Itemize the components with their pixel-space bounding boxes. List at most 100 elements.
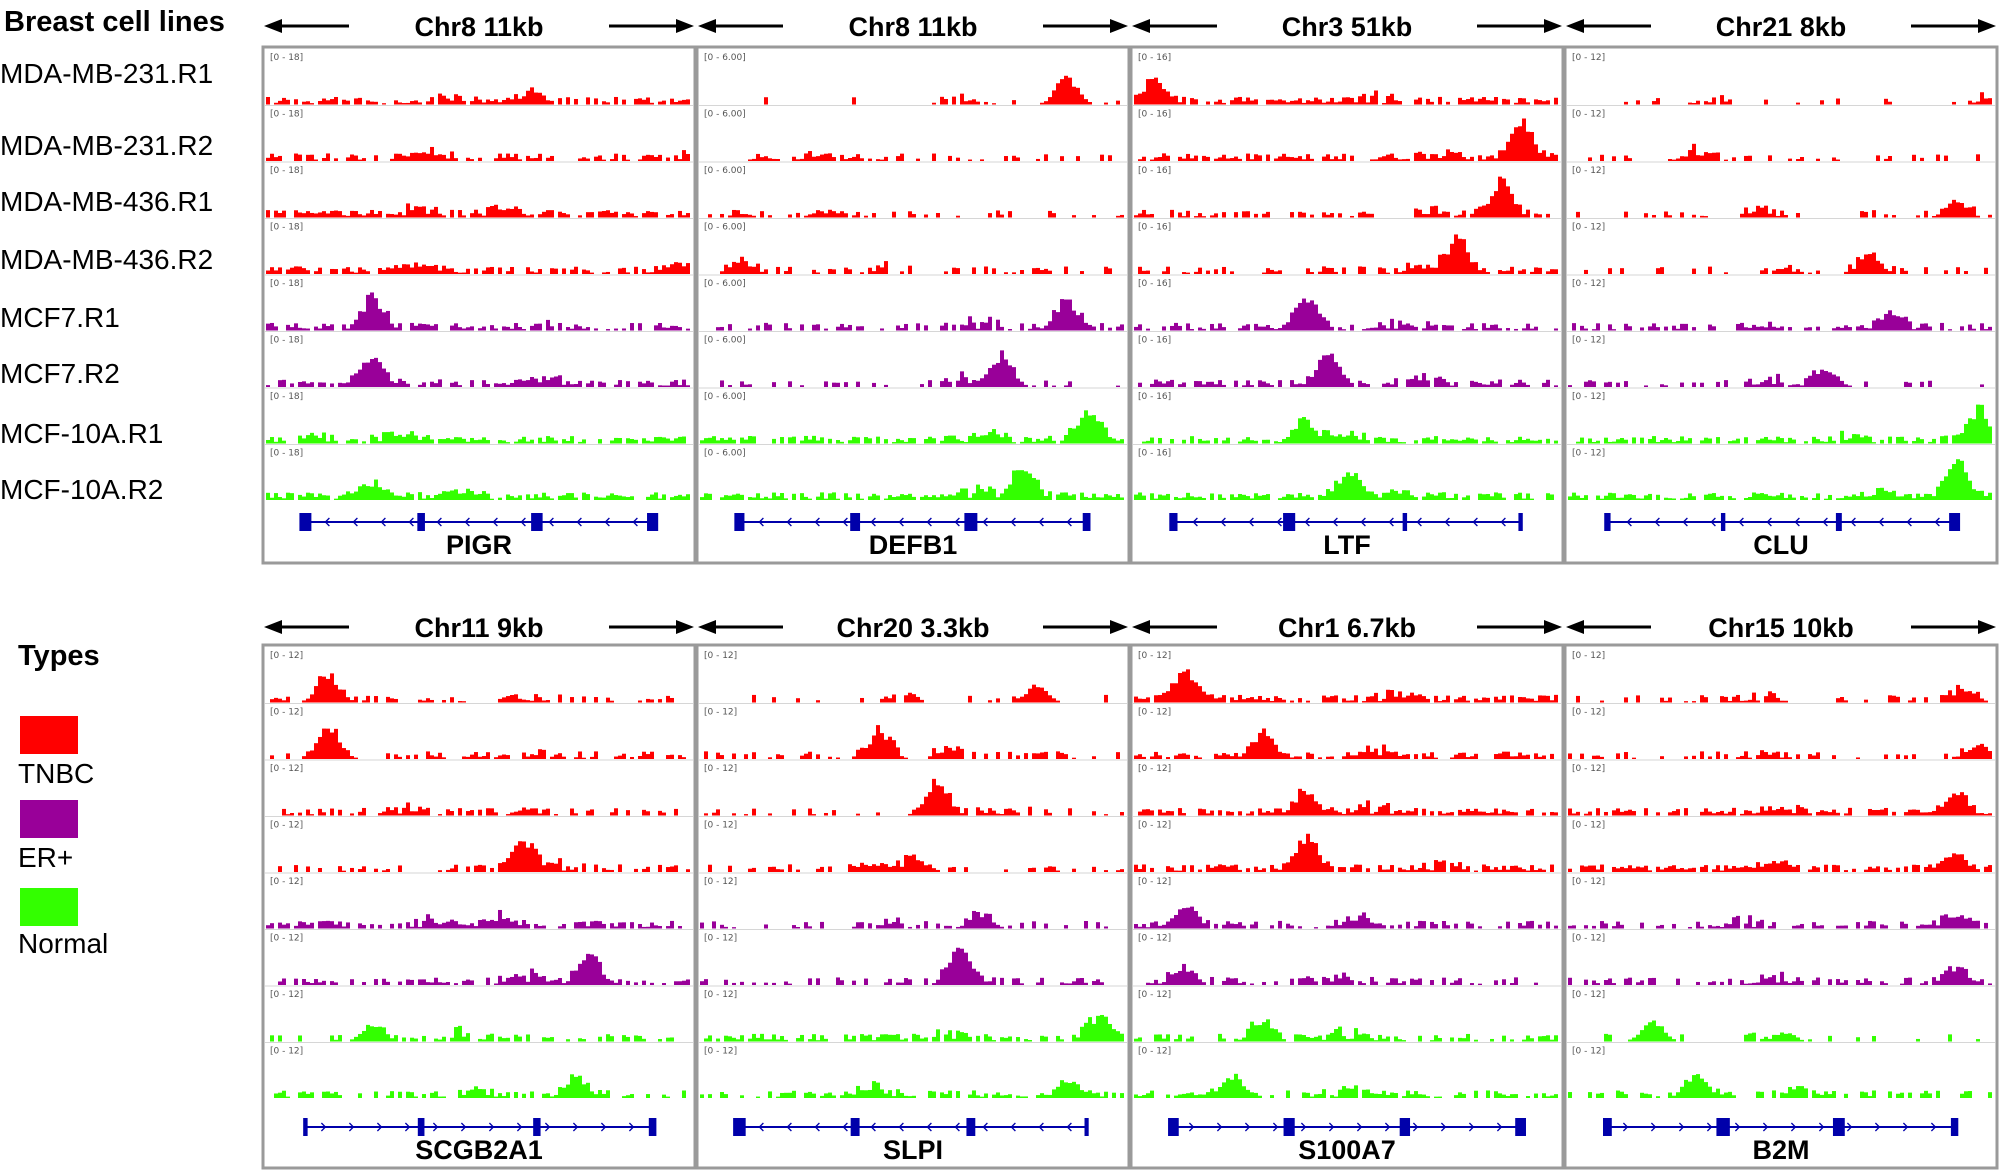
signal-bar <box>590 921 594 929</box>
signal-bar <box>354 211 358 218</box>
signal-bar <box>1158 809 1162 816</box>
signal-bar <box>430 439 434 444</box>
signal-bar <box>1446 101 1450 105</box>
signal-bar <box>1146 79 1150 105</box>
signal-bar <box>1518 379 1522 387</box>
signal-bar <box>1740 213 1744 218</box>
signal-bar <box>736 210 740 218</box>
signal-bar <box>358 811 362 816</box>
gene-label: CLU <box>1753 530 1809 560</box>
signal-bar <box>594 328 598 331</box>
signal-bar <box>374 696 378 703</box>
signal-bar <box>1060 492 1064 500</box>
signal-bar <box>1310 214 1314 218</box>
signal-bar <box>1756 384 1760 387</box>
signal-bar <box>1760 750 1764 759</box>
signal-bar <box>1266 211 1270 218</box>
signal-bar <box>1644 385 1648 387</box>
signal-bar <box>1880 263 1884 274</box>
signal-bar <box>502 918 506 929</box>
signal-bar <box>346 215 350 218</box>
signal-bar <box>1230 1079 1234 1098</box>
signal-bar <box>1466 1033 1470 1042</box>
signal-bar <box>450 382 454 387</box>
signal-bar <box>386 696 390 703</box>
signal-bar <box>546 496 550 500</box>
signal-bar <box>992 1094 996 1098</box>
signal-bar <box>888 866 892 872</box>
signal-bar <box>1716 437 1720 444</box>
signal-bar <box>302 328 306 331</box>
signal-bar <box>502 440 506 444</box>
signal-bar <box>674 808 678 816</box>
signal-bar <box>378 362 382 387</box>
signal-bar <box>1668 498 1672 500</box>
signal-bar <box>972 379 976 387</box>
signal-bar <box>1242 981 1246 985</box>
signal-bar <box>1016 755 1020 759</box>
signal-bar <box>470 1089 474 1098</box>
signal-bar <box>1398 755 1402 759</box>
signal-bar <box>522 328 526 331</box>
signal-bar <box>622 1096 626 1098</box>
signal-bar <box>880 698 884 703</box>
signal-bar <box>1482 97 1486 105</box>
signal-bar <box>450 100 454 105</box>
signal-bar <box>1912 498 1916 500</box>
signal-bar <box>1704 494 1708 500</box>
signal-bar <box>1848 438 1852 444</box>
signal-bar <box>1728 811 1732 816</box>
signal-bar <box>1202 691 1206 703</box>
signal-bar <box>1330 97 1334 105</box>
signal-bar <box>1522 328 1526 331</box>
signal-bar <box>1214 438 1218 444</box>
signal-bar <box>1462 1093 1466 1098</box>
signal-bar <box>876 495 880 500</box>
signal-bar <box>314 271 318 274</box>
signal-bar <box>474 752 478 759</box>
strand-arrow <box>1066 1122 1072 1132</box>
signal-bar <box>406 156 410 161</box>
signal-bar <box>1486 697 1490 703</box>
signal-bar <box>326 326 330 331</box>
signal-bar <box>622 154 626 161</box>
signal-bar <box>1142 209 1146 218</box>
signal-bar <box>784 271 788 274</box>
signal-bar <box>1728 496 1732 500</box>
signal-bar <box>486 440 490 444</box>
signal-bar <box>1688 438 1692 444</box>
signal-bar <box>1116 100 1120 105</box>
signal-bar <box>1194 682 1198 703</box>
signal-bar <box>330 981 334 985</box>
signal-bar <box>482 756 486 759</box>
signal-bar <box>1382 102 1386 105</box>
track-range-label: [0 - 12] <box>1572 877 1605 887</box>
signal-bar <box>490 325 494 331</box>
signal-bar <box>1044 809 1048 816</box>
signal-bar <box>326 1091 330 1098</box>
signal-bar <box>1390 1092 1394 1098</box>
signal-bar <box>952 267 956 274</box>
signal-bar <box>1322 212 1326 218</box>
signal-bar <box>1370 1038 1374 1042</box>
signal-bar <box>506 208 510 218</box>
signal-bar <box>1458 862 1462 872</box>
signal-bar <box>1306 376 1310 387</box>
signal-bar <box>646 866 650 872</box>
signal-bar <box>626 438 630 444</box>
signal-bar <box>506 1092 510 1098</box>
signal-bar <box>426 153 430 161</box>
signal-bar <box>1454 152 1458 161</box>
signal-bar <box>1538 214 1542 218</box>
signal-bar <box>1048 695 1052 703</box>
signal-bar <box>374 479 378 500</box>
track-range-label: [0 - 16] <box>1138 110 1171 120</box>
signal-bar <box>330 808 334 816</box>
signal-bar <box>856 813 860 816</box>
signal-bar <box>868 1089 872 1098</box>
signal-bar <box>1000 437 1004 444</box>
signal-bar <box>1604 980 1608 985</box>
signal-bar <box>1792 813 1796 816</box>
signal-bar <box>1764 1036 1768 1042</box>
signal-bar <box>1652 214 1656 218</box>
